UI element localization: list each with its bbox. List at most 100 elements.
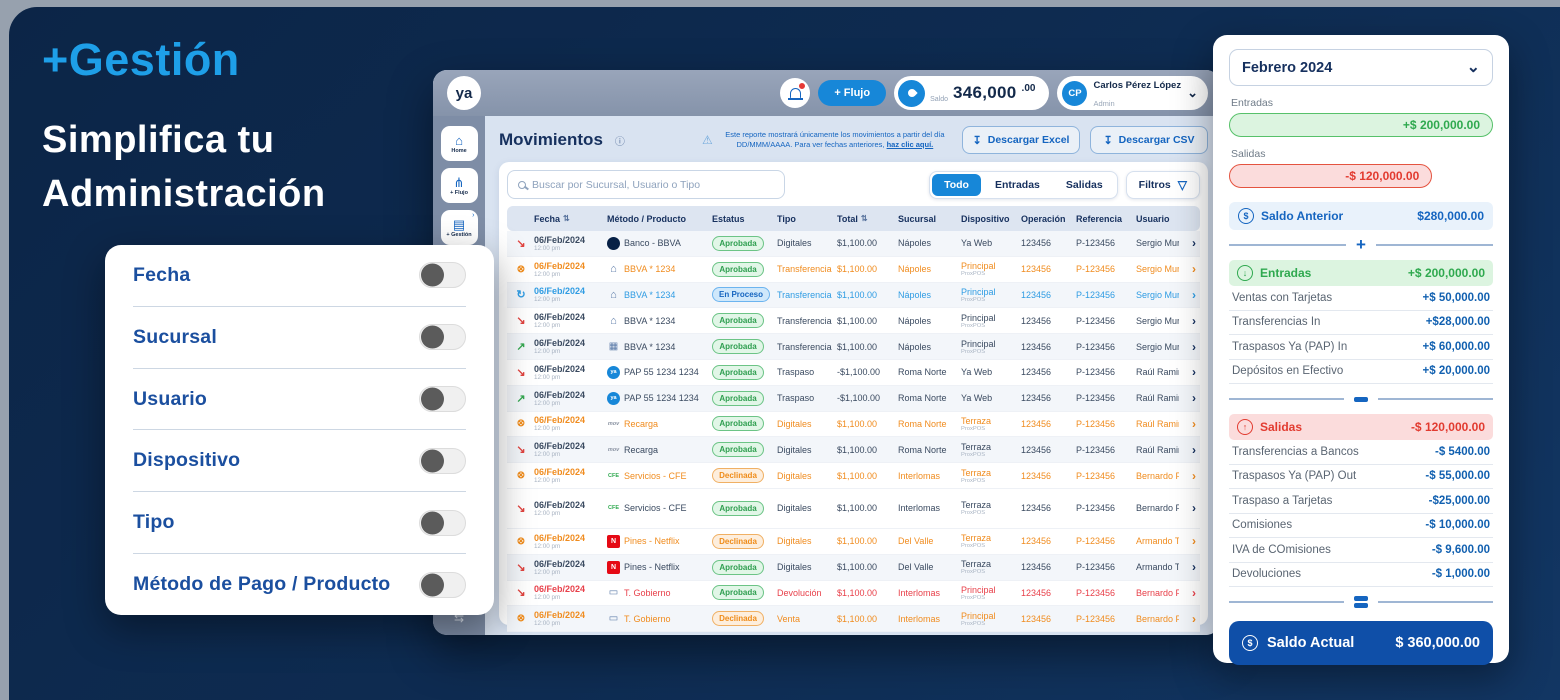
sort-icon[interactable]: ⇅ bbox=[563, 214, 570, 223]
cell-total: $1,100.00 bbox=[837, 418, 878, 429]
user-menu[interactable]: CP Carlos Pérez López Admin ⌄ bbox=[1057, 76, 1208, 110]
search-input[interactable]: Buscar por Sucursal, Usuario o Tipo bbox=[507, 170, 785, 199]
row-chevron-icon[interactable]: › bbox=[1192, 339, 1196, 354]
flujo-button[interactable]: + Flujo bbox=[818, 80, 887, 106]
table-row[interactable]: ⊗ 06/Feb/2024 12:00 pm ▭ T. Gobierno Decli… bbox=[507, 606, 1200, 633]
cell-referencia: P-123456 bbox=[1076, 393, 1116, 404]
filters-button[interactable]: Filtros ▽ bbox=[1125, 170, 1200, 199]
cell-fecha: 06/Feb/2024 12:00 pm bbox=[534, 415, 586, 433]
cancel-icon: ⊗ bbox=[516, 263, 526, 275]
row-chevron-icon[interactable]: › bbox=[1192, 365, 1196, 380]
info-icon[interactable]: ⓘ bbox=[614, 136, 625, 148]
segment-salidas[interactable]: Salidas bbox=[1065, 178, 1103, 191]
column-header: Sucursal bbox=[898, 213, 937, 224]
table-row[interactable]: ↗ 06/Feb/2024 12:00 pm ▦ BBVA * 1234 Aprob… bbox=[507, 334, 1200, 360]
cell-estatus: Aprobada bbox=[712, 339, 774, 355]
cell-referencia: P-123456 bbox=[1076, 444, 1116, 455]
sort-icon[interactable]: ⇅ bbox=[860, 214, 868, 223]
bank-icon: ⌂ bbox=[610, 314, 617, 327]
row-chevron-icon[interactable]: › bbox=[1192, 262, 1196, 277]
row-chevron-icon[interactable]: › bbox=[1192, 236, 1196, 251]
cell-metodo: ya PAP 55 1234 1234 bbox=[607, 365, 709, 379]
row-chevron-icon[interactable]: › bbox=[1192, 287, 1196, 302]
notifications-button[interactable] bbox=[780, 78, 811, 108]
usuario-toggle[interactable] bbox=[419, 386, 466, 413]
sucursal-toggle[interactable] bbox=[419, 324, 466, 351]
metodo-pago-toggle[interactable] bbox=[419, 571, 466, 598]
summary-row-label: Ventas con Tarjetas bbox=[1232, 291, 1333, 304]
row-chevron-icon[interactable]: › bbox=[1192, 560, 1196, 575]
cell-estatus: Aprobada bbox=[712, 585, 774, 601]
table-row[interactable]: ↘ 06/Feb/2024 12:00 pm N Pines - Netflix A… bbox=[507, 554, 1200, 581]
sidebar-item-flujo[interactable]: ⋔ + Flujo bbox=[440, 168, 478, 203]
row-chevron-icon[interactable]: › bbox=[1192, 534, 1196, 549]
download-icon: ↧ bbox=[972, 134, 982, 147]
card-icon: ▭ bbox=[608, 613, 619, 625]
table-row[interactable]: ↘ 06/Feb/2024 12:00 pm ya PAP 55 1234 1234… bbox=[507, 360, 1200, 386]
table-row[interactable]: ⊗ 06/Feb/2024 12:00 pm N Pines - Netflix D… bbox=[507, 529, 1200, 555]
bank-icon: ⌂ bbox=[610, 288, 617, 301]
cell-dispositivo: Principal ProxPOS bbox=[961, 584, 996, 601]
row-chevron-icon[interactable]: › bbox=[1192, 416, 1196, 431]
row-chevron-icon[interactable]: › bbox=[1192, 585, 1196, 600]
status-badge: Aprobada bbox=[712, 313, 764, 329]
saldo-pill[interactable]: Saldo 346,000 .00 bbox=[894, 76, 1050, 110]
row-chevron-icon[interactable]: › bbox=[1192, 501, 1196, 516]
toggle-knob bbox=[421, 449, 444, 473]
table-row[interactable]: ↘ 06/Feb/2024 12:00 pm mov Recarga Aprobad… bbox=[507, 437, 1200, 464]
month-dropdown[interactable]: Febrero 2024 ⌄ bbox=[1229, 49, 1493, 86]
cell-dispositivo: Ya Web bbox=[961, 238, 993, 249]
table-row[interactable]: ↘ 06/Feb/2024 12:00 pm ⌂ BBVA * 1234 Aprob… bbox=[507, 308, 1200, 335]
cell-metodo: ⌂ BBVA * 1234 bbox=[607, 288, 709, 301]
chevron-down-icon: ⌄ bbox=[1466, 58, 1480, 76]
download-csv-button[interactable]: ↧ Descargar CSV bbox=[1090, 126, 1208, 154]
summary-row-label: Traspaso a Tarjetas bbox=[1232, 494, 1333, 507]
mov-icon: mov bbox=[607, 446, 620, 453]
segment-todo[interactable]: Todo bbox=[932, 173, 981, 196]
row-chevron-icon[interactable]: › bbox=[1192, 611, 1196, 626]
summary-row-value: -$ 55,000.00 bbox=[1425, 470, 1490, 483]
table-row[interactable]: ↘ 06/Feb/2024 12:00 pm Banco - BBVA Aprob… bbox=[507, 231, 1200, 257]
hero-line2: Administración bbox=[42, 172, 326, 215]
hero: +Gestión Simplifica tu Administración bbox=[42, 34, 326, 222]
saldo-label: Saldo bbox=[930, 96, 948, 103]
cell-dispositivo: Terraza ProxPOS bbox=[961, 533, 992, 550]
tipo-toggle[interactable] bbox=[419, 509, 466, 536]
column-header[interactable]: Fecha ⇅ bbox=[534, 213, 570, 224]
table-row[interactable]: ↘ 06/Feb/2024 12:00 pm ▭ T. Gobierno Aprob… bbox=[507, 581, 1200, 607]
summary-row-value: -$ 1,000.00 bbox=[1431, 568, 1490, 581]
table-row[interactable]: ↘ 06/Feb/2024 12:00 pm CFE Servicios - CFE… bbox=[507, 488, 1200, 529]
cell-dispositivo: Ya Web bbox=[961, 367, 993, 378]
fecha-toggle[interactable] bbox=[419, 262, 466, 289]
row-chevron-icon[interactable]: › bbox=[1192, 391, 1196, 406]
cell-sucursal: Del Valle bbox=[898, 562, 934, 573]
cell-referencia: P-123456 bbox=[1076, 238, 1116, 249]
dispositivo-toggle[interactable] bbox=[419, 447, 466, 474]
segment-entradas[interactable]: Entradas bbox=[994, 178, 1040, 191]
summary-row-label: IVA de COmisiones bbox=[1232, 543, 1331, 556]
table-row[interactable]: ⊗ 06/Feb/2024 12:00 pm ⌂ BBVA * 1234 Aprob… bbox=[507, 257, 1200, 283]
cell-tipo: Digitales bbox=[777, 562, 812, 573]
sidebar-item-home[interactable]: ⌂ Home bbox=[440, 126, 478, 161]
download-excel-button[interactable]: ↧ Descargar Excel bbox=[962, 126, 1080, 154]
collapse-icon[interactable]: ⇆ bbox=[453, 611, 465, 625]
table-row[interactable]: ⊗ 06/Feb/2024 12:00 pm CFE Servicios - CFE… bbox=[507, 463, 1200, 489]
table-body: ↘ 06/Feb/2024 12:00 pm Banco - BBVA Aprob… bbox=[507, 231, 1200, 633]
row-chevron-icon[interactable]: › bbox=[1192, 313, 1196, 328]
column-header[interactable]: Total ⇅ bbox=[837, 213, 868, 224]
sidebar-item-gestion[interactable]: › ▤ + Gestión bbox=[440, 210, 478, 245]
table-row[interactable]: ↗ 06/Feb/2024 12:00 pm ya PAP 55 1234 1234… bbox=[507, 385, 1200, 412]
cell-tipo: Traspaso bbox=[777, 393, 815, 404]
cell-usuario: Armando Trejo bbox=[1136, 562, 1179, 573]
cell-sucursal: Interlomas bbox=[898, 470, 941, 481]
table-row[interactable]: ⊗ 06/Feb/2024 12:00 pm mov Recarga Aprobad… bbox=[507, 412, 1200, 438]
table-row[interactable]: ↻ 06/Feb/2024 12:00 pm ⌂ BBVA * 1234 En Pr… bbox=[507, 282, 1200, 309]
card-icon: ▭ bbox=[608, 587, 619, 599]
column-header: Operación bbox=[1021, 213, 1066, 224]
row-chevron-icon[interactable]: › bbox=[1192, 442, 1196, 457]
row-chevron-icon[interactable]: › bbox=[1192, 468, 1196, 483]
cell-dispositivo: Principal ProxPOS bbox=[961, 338, 996, 355]
summary-panel: Febrero 2024 ⌄ Entradas +$ 200,000.00 Sa… bbox=[1213, 35, 1509, 665]
entradas-total-pill: +$ 200,000.00 bbox=[1229, 113, 1493, 137]
notice-link[interactable]: haz clic aquí. bbox=[886, 140, 934, 149]
